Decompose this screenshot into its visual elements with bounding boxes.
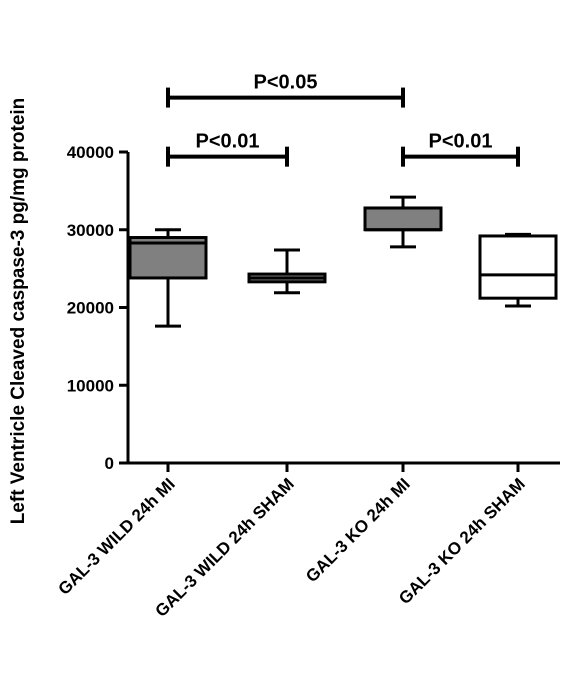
p-value-label: P<0.01	[429, 131, 493, 153]
box-group	[247, 248, 327, 295]
box-group	[478, 232, 558, 308]
significance-annotations: P<0.05 P<0.01 P<0.01	[166, 72, 520, 167]
p-value-label: P<0.01	[196, 131, 260, 153]
x-tick-label: GAL-3 KO 24h SHAM	[395, 474, 529, 608]
x-tick-label: GAL-3 WILD 24h MI	[55, 474, 179, 598]
y-tick-label: 40000	[67, 143, 114, 162]
y-tick-label: 0	[105, 454, 114, 473]
boxes	[128, 195, 558, 328]
y-tick-label: 10000	[67, 376, 114, 395]
x-tick-label: GAL-3 WILD 24h SHAM	[151, 474, 297, 620]
box-group	[128, 228, 208, 328]
box-group	[363, 195, 443, 249]
significance-bracket: P<0.05	[166, 72, 405, 108]
p-value-label: P<0.05	[254, 72, 318, 94]
y-tick-label: 20000	[67, 299, 114, 318]
y-axis-ticks: 0 10000 20000 30000 40000	[67, 143, 128, 473]
x-tick-label: GAL-3 KO 24h MI	[302, 474, 414, 586]
box	[363, 206, 443, 232]
box	[478, 234, 558, 300]
significance-bracket: P<0.01	[166, 131, 289, 167]
axes	[126, 152, 560, 465]
significance-bracket: P<0.01	[401, 131, 520, 167]
y-axis-label: Left Ventricle Cleaved caspase-3 pg/mg p…	[8, 98, 29, 525]
y-tick-label: 30000	[67, 221, 114, 240]
